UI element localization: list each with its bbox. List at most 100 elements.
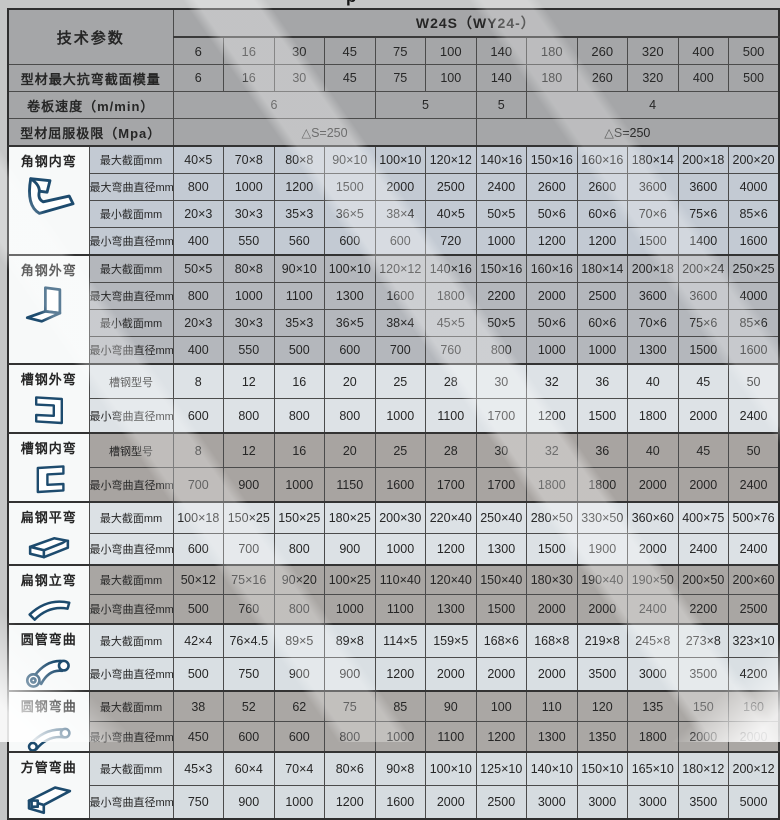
row-label: 最小弯曲直径mm: [88, 594, 174, 625]
value-cell: 165×10: [627, 751, 679, 786]
value-cell: 1500: [324, 173, 376, 201]
section-cell-channel-inner-bend: 槽钢内弯: [7, 432, 90, 503]
value-cell: 60×6: [576, 200, 629, 228]
value-cell: 45: [677, 363, 730, 399]
value-cell: 90×8: [374, 751, 427, 786]
value-cell: 100×10: [374, 145, 427, 174]
value-cell: 30: [475, 432, 528, 468]
value-cell: 32: [526, 363, 578, 399]
value-cell: 80×8: [273, 145, 326, 174]
value-cell: 4000: [728, 173, 780, 201]
spec-row-label: 型材屈服极限（Mpa）: [7, 118, 174, 147]
spec-value-cell: 140: [475, 64, 528, 92]
value-cell: 2000: [475, 657, 528, 692]
value-cell: 200×18: [627, 254, 679, 283]
value-cell: 1500: [627, 227, 679, 256]
value-cell: 160: [728, 690, 780, 722]
value-cell: 50×6: [526, 200, 578, 228]
value-cell: 1700: [425, 467, 477, 503]
value-cell: 70×6: [627, 200, 679, 228]
value-cell: 900: [223, 467, 275, 503]
value-cell: 180×30: [526, 564, 578, 595]
value-cell: 135: [627, 690, 679, 722]
value-cell: 100×10: [324, 254, 376, 283]
value-cell: 140×16: [425, 254, 477, 283]
value-cell: 75×6: [677, 200, 730, 228]
value-cell: 800: [475, 336, 528, 365]
value-cell: 159×5: [425, 623, 477, 658]
value-cell: 330×50: [576, 501, 629, 534]
value-cell: 42×4: [172, 623, 225, 658]
value-cell: 323×10: [728, 623, 780, 658]
value-cell: 150×25: [223, 501, 275, 534]
value-cell: 2000: [526, 594, 578, 625]
spec-span-cell: 4: [526, 91, 780, 119]
value-cell: 1300: [627, 336, 679, 365]
value-cell: 400: [172, 336, 225, 365]
value-cell: 1000: [576, 336, 629, 365]
value-cell: 85×6: [728, 200, 780, 228]
row-label: 最小截面mm: [88, 309, 174, 337]
row-label: 最大弯曲直径mm: [88, 173, 174, 201]
spec-span-cell: 6: [172, 91, 376, 119]
value-cell: 1500: [475, 594, 528, 625]
value-cell: 280×50: [526, 501, 578, 534]
value-cell: 800: [223, 398, 275, 434]
value-cell: 2000: [627, 533, 679, 566]
value-cell: 150×25: [273, 501, 326, 534]
value-cell: 180×14: [576, 254, 629, 283]
value-cell: 1350: [576, 721, 629, 753]
value-cell: 40×5: [172, 145, 225, 174]
value-cell: 50×5: [475, 200, 528, 228]
value-cell: 110×40: [374, 564, 427, 595]
row-label: 最大截面mm: [88, 623, 174, 658]
value-cell: 1200: [526, 398, 578, 434]
value-cell: 114×5: [374, 623, 427, 658]
section-name: 扁钢立弯: [20, 573, 77, 588]
row-label: 最小弯曲直径mm: [88, 657, 174, 692]
value-cell: 720: [425, 227, 477, 256]
value-cell: 120×40: [425, 564, 477, 595]
section-name: 槽钢外弯: [20, 372, 77, 387]
spec-span-cell: △S=250: [172, 118, 477, 147]
value-cell: 200×12: [728, 751, 780, 786]
round-bar-bend-icon: [9, 717, 88, 751]
section-cell-flat-steel-edge-bend: 扁钢立弯: [7, 564, 90, 625]
angle-outer-bend-icon: [9, 281, 88, 329]
value-cell: 150×16: [526, 145, 578, 174]
value-cell: 1000: [475, 227, 528, 256]
value-cell: 20: [324, 363, 376, 399]
value-cell: 450: [172, 721, 225, 753]
section-cell-channel-outer-bend: 槽钢外弯: [7, 363, 90, 434]
value-cell: 125×10: [475, 751, 528, 786]
value-cell: 2500: [576, 282, 629, 310]
value-cell: 400×75: [677, 501, 730, 534]
value-cell: 550: [223, 227, 275, 256]
value-cell: 45×3: [172, 751, 225, 786]
value-cell: 200×20: [728, 145, 780, 174]
value-cell: 760: [223, 594, 275, 625]
row-label: 最小弯曲直径mm: [88, 785, 174, 820]
value-cell: 700: [172, 467, 225, 503]
value-cell: 2000: [425, 657, 477, 692]
section-name: 圆钢弯曲: [20, 699, 77, 714]
value-cell: 40: [627, 432, 679, 468]
value-cell: 1800: [526, 467, 578, 503]
row-label: 最大截面mm: [88, 501, 174, 534]
value-cell: 2400: [728, 533, 780, 566]
value-cell: 200×18: [677, 145, 730, 174]
value-cell: 3500: [576, 657, 629, 692]
value-cell: 1900: [576, 533, 629, 566]
value-cell: 220×40: [425, 501, 477, 534]
value-cell: 190×40: [576, 564, 629, 595]
value-cell: 30: [475, 363, 528, 399]
value-cell: 1600: [728, 227, 780, 256]
value-cell: 1100: [273, 282, 326, 310]
value-cell: 50: [728, 363, 780, 399]
value-cell: 250×25: [728, 254, 780, 283]
value-cell: 28: [425, 432, 477, 468]
spec-value-cell: 45: [324, 64, 376, 92]
value-cell: 120×12: [425, 145, 477, 174]
value-cell: 550: [223, 336, 275, 365]
